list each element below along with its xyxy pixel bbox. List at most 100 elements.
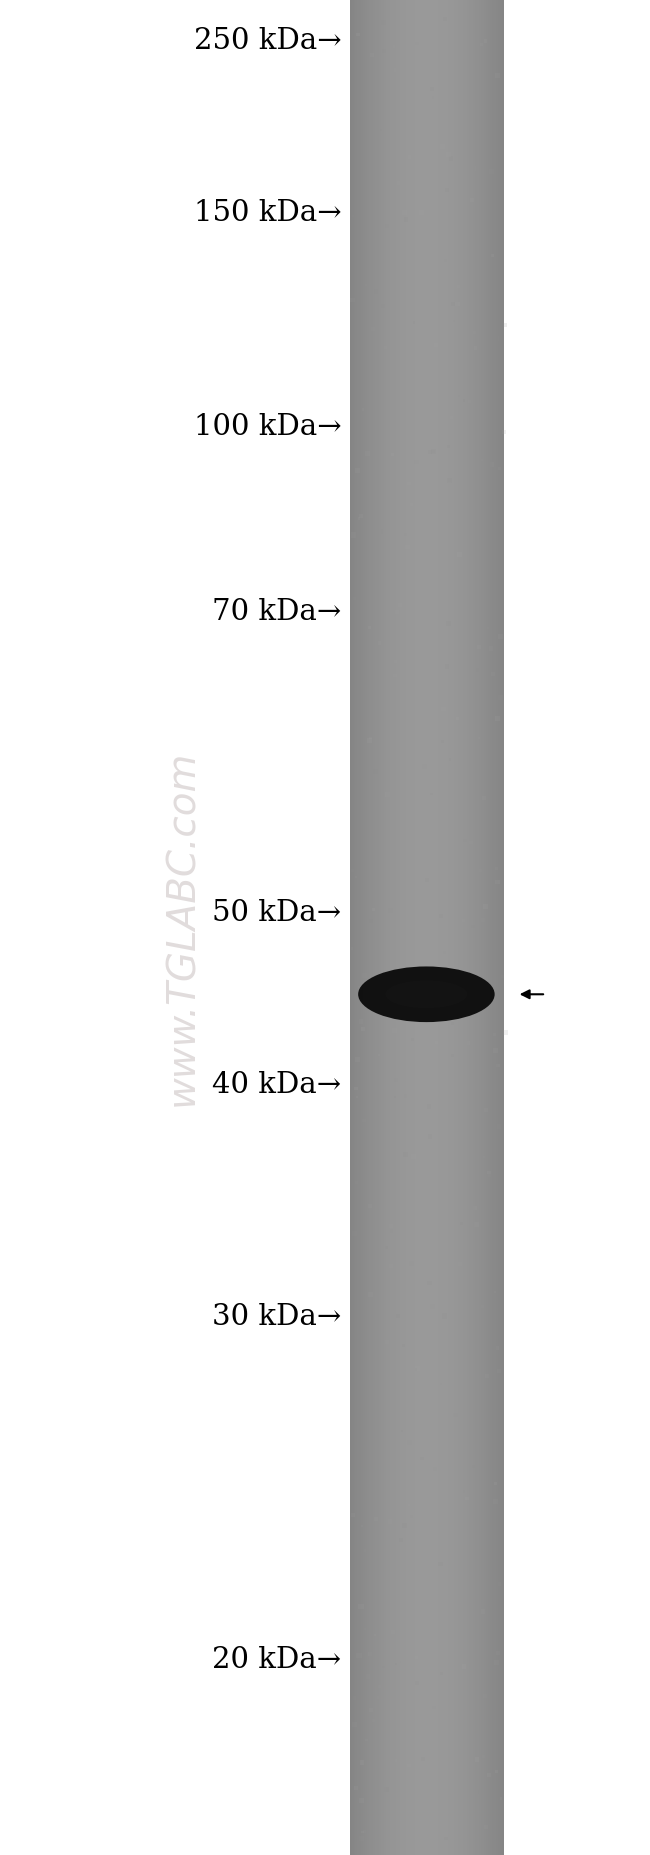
Bar — [381, 304, 385, 308]
Bar — [398, 0, 400, 1855]
Bar — [476, 646, 480, 649]
Bar — [352, 1232, 357, 1235]
Bar — [406, 0, 408, 1855]
Bar — [365, 1675, 370, 1679]
Bar — [484, 0, 487, 1855]
Bar — [400, 0, 402, 1855]
Bar — [372, 907, 375, 911]
Bar — [421, 0, 424, 1855]
Bar — [415, 1681, 419, 1684]
Bar — [399, 1538, 403, 1542]
Bar — [446, 0, 448, 1855]
Bar — [469, 0, 472, 1855]
Bar — [369, 855, 371, 857]
Bar — [447, 621, 451, 625]
Bar — [478, 1790, 482, 1794]
Bar — [402, 1345, 405, 1347]
Bar — [498, 696, 502, 699]
Bar — [396, 0, 398, 1855]
Bar — [371, 0, 374, 1855]
Bar — [430, 1304, 435, 1310]
Bar — [460, 1222, 463, 1224]
Bar — [394, 1096, 396, 1098]
Bar — [451, 1054, 454, 1057]
Bar — [419, 210, 424, 215]
Bar — [378, 1684, 381, 1688]
Bar — [476, 479, 480, 482]
Bar — [463, 838, 467, 842]
Bar — [495, 72, 500, 78]
Bar — [463, 0, 466, 1855]
Bar — [462, 1810, 465, 1812]
Bar — [382, 20, 386, 26]
Bar — [428, 987, 432, 991]
Bar — [493, 1499, 498, 1504]
Bar — [478, 736, 480, 740]
Bar — [406, 1172, 410, 1176]
Bar — [394, 1078, 398, 1081]
Bar — [377, 1695, 380, 1699]
Bar — [361, 1831, 364, 1833]
Bar — [440, 1382, 443, 1386]
Bar — [473, 0, 476, 1855]
Bar — [443, 17, 447, 20]
Bar — [384, 0, 387, 1855]
Bar — [456, 1007, 460, 1009]
Bar — [363, 1549, 366, 1553]
Bar — [369, 918, 373, 924]
Bar — [358, 1605, 363, 1610]
Bar — [436, 0, 439, 1855]
Bar — [395, 610, 399, 614]
Bar — [421, 1757, 424, 1760]
Bar — [438, 0, 441, 1855]
Bar — [365, 284, 368, 286]
Bar — [398, 603, 402, 607]
Bar — [401, 1430, 404, 1432]
Bar — [437, 883, 442, 889]
Bar — [382, 50, 385, 54]
Bar — [488, 1174, 491, 1178]
Bar — [481, 918, 485, 922]
Bar — [447, 445, 450, 447]
Bar — [387, 1519, 392, 1523]
Bar — [388, 907, 393, 913]
Bar — [369, 1708, 372, 1712]
Bar — [462, 0, 464, 1855]
Bar — [428, 449, 432, 454]
Bar — [488, 0, 491, 1855]
Bar — [445, 187, 449, 191]
Bar — [496, 1063, 500, 1067]
Bar — [395, 1759, 397, 1762]
Bar — [393, 1007, 398, 1011]
Bar — [457, 994, 462, 1000]
Bar — [404, 1831, 408, 1833]
Bar — [421, 558, 424, 562]
Bar — [452, 970, 457, 976]
Bar — [392, 0, 395, 1855]
Bar — [384, 1786, 389, 1792]
Bar — [399, 1662, 401, 1664]
Bar — [396, 974, 400, 976]
Bar — [408, 1764, 411, 1768]
Bar — [385, 1670, 389, 1673]
Bar — [473, 9, 476, 11]
Bar — [458, 0, 460, 1855]
Bar — [368, 1653, 372, 1657]
Bar — [352, 0, 354, 1855]
Bar — [493, 1048, 499, 1054]
Bar — [427, 1104, 432, 1109]
Bar — [487, 1773, 491, 1777]
Bar — [375, 0, 377, 1855]
Bar — [490, 0, 493, 1855]
Bar — [354, 1180, 358, 1183]
Bar — [434, 1326, 437, 1328]
Bar — [428, 1133, 432, 1139]
Bar — [410, 0, 412, 1855]
Bar — [432, 449, 435, 453]
Bar — [472, 1465, 475, 1469]
Bar — [493, 1033, 496, 1035]
Bar — [439, 67, 443, 70]
Bar — [393, 45, 395, 48]
Bar — [445, 989, 450, 994]
Bar — [443, 952, 446, 953]
